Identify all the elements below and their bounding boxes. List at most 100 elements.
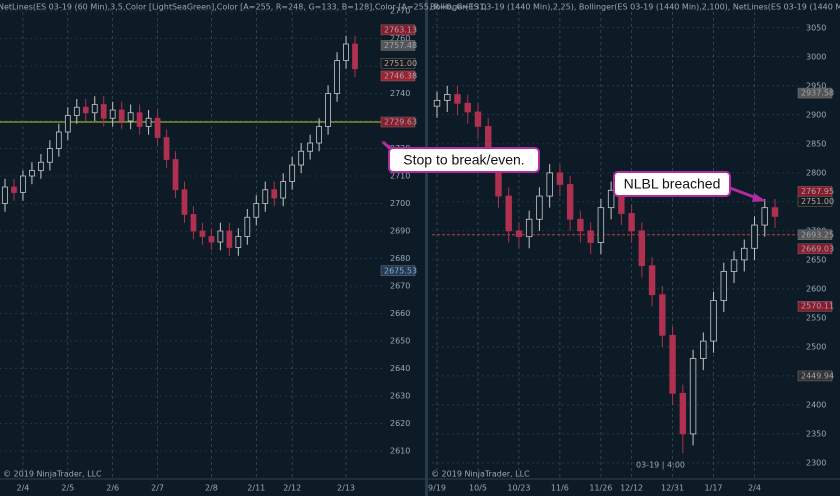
candle-body	[244, 216, 251, 237]
price-tag-label: 2751.00	[384, 59, 417, 68]
y-tick-label: 2950	[806, 81, 826, 90]
price-tag-label: 2675.53	[384, 266, 417, 275]
candle-body	[352, 43, 358, 70]
candle-body	[253, 203, 260, 218]
candle-body	[444, 94, 451, 101]
candle-body	[109, 109, 116, 119]
y-tick-label: 2610	[390, 447, 410, 456]
candle-body	[38, 161, 44, 171]
y-tick-label: 2700	[390, 199, 410, 208]
price-tag-label: 2937.58	[801, 89, 834, 98]
x-tick-label: 12/31	[661, 484, 684, 493]
y-tick-label: 2300	[806, 458, 826, 467]
candle-body	[55, 131, 62, 149]
y-tick-label: 2680	[390, 254, 410, 263]
candle-body	[64, 115, 71, 133]
candle-body	[334, 60, 340, 94]
price-tag-label: 2767.95	[801, 187, 834, 196]
candle-body	[343, 43, 349, 61]
candle-body	[226, 230, 233, 248]
price-tag	[380, 265, 416, 276]
y-tick-label: 2400	[806, 400, 826, 409]
y-tick-label: 2800	[806, 168, 826, 177]
candle-body	[689, 358, 697, 435]
chart-header: NetLines(ES 03-19 (60 Min),3,5,Color [Li…	[0, 3, 487, 12]
x-tick-label: 11/6	[551, 484, 569, 493]
candle-body	[638, 230, 646, 267]
candle-body	[515, 230, 523, 238]
x-tick-label: 11/26	[589, 484, 612, 493]
annotation: NLBL breached	[624, 176, 721, 192]
candle-body	[669, 334, 676, 394]
price-tag-label: 2449.94	[801, 371, 834, 380]
candle-body	[208, 236, 215, 243]
candle-body	[271, 189, 278, 199]
price-tag	[797, 243, 833, 255]
candle-body	[525, 218, 533, 238]
price-tag	[797, 301, 833, 312]
y-tick-label: 3050	[806, 23, 826, 32]
candle-body	[607, 189, 615, 209]
y-tick-label: 2600	[806, 284, 826, 293]
candle-body	[536, 195, 543, 220]
x-tick-label: 10/23	[507, 484, 530, 493]
candle-body	[730, 259, 738, 272]
callout-box	[613, 171, 731, 197]
candle-body	[628, 213, 635, 232]
candle-body	[262, 189, 269, 204]
y-tick-label: 2630	[390, 392, 410, 401]
left-pane	[0, 0, 425, 496]
annotation: Stop to break/even.	[403, 152, 524, 168]
candle-body	[505, 195, 512, 232]
candle-body	[316, 126, 322, 144]
price-tag	[797, 229, 833, 240]
candle-body	[280, 181, 287, 199]
price-tag	[380, 70, 416, 82]
price-tag	[797, 87, 833, 99]
candle-body	[298, 150, 305, 166]
copyright: © 2019 NinjaTrader, LLC	[431, 470, 530, 479]
price-tag	[380, 116, 416, 128]
candle-body	[720, 271, 728, 301]
candle-body	[741, 247, 748, 261]
candle-body	[464, 102, 471, 113]
candle-body	[454, 94, 461, 104]
callout-arrow	[752, 193, 766, 202]
callout-left: Stop to break/even.	[380, 140, 540, 173]
x-tick-label: 2/7	[151, 484, 164, 493]
price-tag-label: 2669.03	[801, 244, 834, 253]
candle-body	[172, 159, 179, 191]
y-tick-label: 2770	[390, 7, 410, 16]
x-tick-label: 12/12	[620, 484, 643, 493]
y-tick-label: 2670	[390, 282, 410, 291]
x-tick-label: 2/4	[17, 484, 30, 493]
x-tick-label: 2/13	[337, 484, 355, 493]
price-tag-label: 2729.63	[384, 118, 417, 127]
candle-body	[136, 112, 143, 127]
y-tick-label: 2690	[390, 227, 410, 236]
candle-body	[11, 186, 17, 193]
x-tick-label: 9/19	[428, 484, 446, 493]
price-tag-label: 2693.25	[801, 230, 834, 239]
y-tick-label: 3000	[806, 52, 826, 61]
price-tag-label: 2746.38	[384, 71, 417, 80]
candle-body	[577, 218, 584, 232]
y-tick-label: 2740	[390, 89, 410, 98]
price-tag-label: 2757.48	[384, 41, 417, 50]
x-tick-label: 2/5	[61, 484, 74, 493]
candle-body	[235, 236, 242, 248]
price-tag	[380, 40, 416, 51]
candle-body	[127, 112, 134, 122]
candle-body	[710, 300, 717, 342]
candle-body	[163, 137, 170, 160]
candle-body	[2, 186, 8, 204]
candle-body	[566, 184, 574, 220]
y-tick-label: 2710	[390, 172, 410, 181]
candle-body	[73, 106, 80, 116]
candle-body	[199, 230, 206, 237]
y-tick-label: 2650	[806, 255, 826, 264]
y-tick-label: 2660	[390, 309, 410, 318]
candle-body	[190, 214, 197, 232]
y-tick-label: 2350	[806, 429, 826, 438]
